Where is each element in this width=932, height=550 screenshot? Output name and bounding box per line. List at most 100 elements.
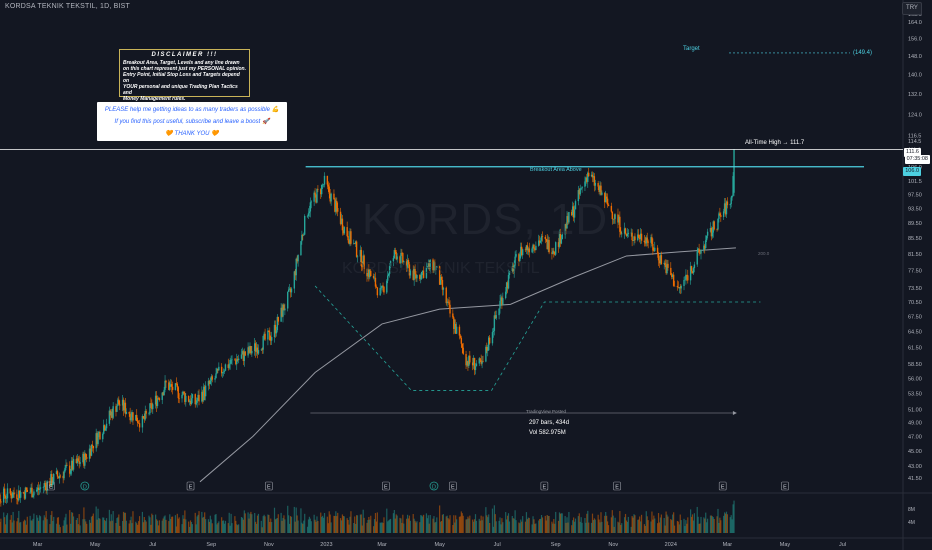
candle-body xyxy=(156,398,159,407)
candle-body xyxy=(118,399,120,405)
candle-body xyxy=(671,274,674,277)
volume-bar xyxy=(544,515,546,533)
volume-bar xyxy=(141,511,144,533)
candle-body xyxy=(72,458,75,470)
candle-body xyxy=(699,252,701,254)
candle-body xyxy=(257,350,260,354)
candle-body xyxy=(104,428,107,431)
candle-body xyxy=(710,228,713,237)
candle-body xyxy=(270,340,272,341)
candle-body xyxy=(197,394,199,401)
volume-bar xyxy=(111,520,113,533)
candle-body xyxy=(335,200,337,212)
volume-bar xyxy=(240,516,243,533)
candle-body xyxy=(547,239,549,250)
candle-body xyxy=(395,252,397,260)
candle-body xyxy=(3,488,5,503)
candle-body xyxy=(116,405,118,412)
volume-bar xyxy=(395,514,397,533)
volume-bar xyxy=(65,513,67,533)
volume-bar xyxy=(429,515,431,533)
volume-bar xyxy=(452,525,454,533)
volume-bar xyxy=(188,526,191,533)
candle-body xyxy=(289,288,292,293)
currency-button[interactable]: TRY xyxy=(902,2,922,15)
volume-bar xyxy=(613,526,615,533)
x-tick-label: Jul xyxy=(494,542,501,548)
volume-bar xyxy=(51,511,53,533)
volume-bar xyxy=(621,523,623,533)
volume-bar xyxy=(59,527,61,533)
volume-bar xyxy=(465,519,467,533)
volume-bar xyxy=(189,520,192,533)
volume-bar xyxy=(605,511,607,533)
volume-bar xyxy=(184,510,186,533)
x-tick-label: May xyxy=(780,542,791,548)
volume-bar xyxy=(0,518,2,533)
request-line-3: 🧡 THANK YOU 🧡 xyxy=(165,131,219,137)
volume-bar xyxy=(653,515,655,533)
volume-bar xyxy=(326,516,328,533)
candle-body xyxy=(175,383,178,384)
volume-bar xyxy=(402,514,404,533)
volume-bar xyxy=(269,521,271,533)
volume-bar xyxy=(9,519,11,533)
volume-bar xyxy=(336,516,338,533)
candle-body xyxy=(208,380,211,384)
candle-body xyxy=(322,184,325,186)
volume-bar xyxy=(601,521,603,533)
candle-body xyxy=(29,491,31,493)
volume-bar xyxy=(260,520,262,533)
candle-body xyxy=(600,185,602,195)
candle-body xyxy=(696,251,698,265)
volume-bar xyxy=(348,524,350,533)
candle-body xyxy=(161,392,163,400)
candle-body xyxy=(12,492,14,498)
volume-bar xyxy=(52,521,54,533)
volume-bar xyxy=(637,519,639,533)
volume-bar xyxy=(196,516,198,533)
candle-body xyxy=(691,271,694,274)
candle-body xyxy=(255,347,258,352)
candle-body xyxy=(269,331,271,341)
volume-bar xyxy=(508,521,511,533)
volume-bar xyxy=(33,513,35,533)
candle-body xyxy=(393,250,396,259)
volume-bar xyxy=(374,513,377,533)
volume-bar xyxy=(685,520,687,533)
volume-bar xyxy=(355,523,357,533)
volume-bar xyxy=(104,520,106,533)
volume-bar xyxy=(666,514,668,533)
volume-bar xyxy=(499,517,501,533)
candle-body xyxy=(250,346,252,354)
volume-bar xyxy=(618,522,620,533)
candle-body xyxy=(435,267,437,270)
volume-bar xyxy=(388,520,390,533)
candle-body xyxy=(717,218,719,230)
candle-body xyxy=(716,229,718,230)
candle-body xyxy=(228,364,230,368)
y-tick-label: 124.0 xyxy=(908,113,922,119)
candle-body xyxy=(652,244,654,251)
y-tick-label: 67.50 xyxy=(908,314,922,320)
volume-bar xyxy=(600,512,602,533)
volume-bar xyxy=(242,519,244,533)
volume-bar xyxy=(660,514,662,533)
candle-body xyxy=(181,394,183,399)
candle-body xyxy=(605,196,608,199)
volume-bar xyxy=(486,515,488,533)
y-tick-label: 49.00 xyxy=(908,421,922,427)
volume-bar xyxy=(403,523,405,533)
volume-bar xyxy=(568,511,570,533)
volume-bar xyxy=(567,522,569,533)
candle-body xyxy=(170,384,172,385)
volume-bar xyxy=(713,518,715,533)
volume-bar xyxy=(593,518,595,533)
volume-bar xyxy=(24,520,27,533)
candle-body xyxy=(183,391,185,394)
volume-bar xyxy=(283,515,285,533)
candle-body xyxy=(656,247,659,254)
candle-body xyxy=(203,386,205,401)
volume-bar xyxy=(507,513,510,533)
